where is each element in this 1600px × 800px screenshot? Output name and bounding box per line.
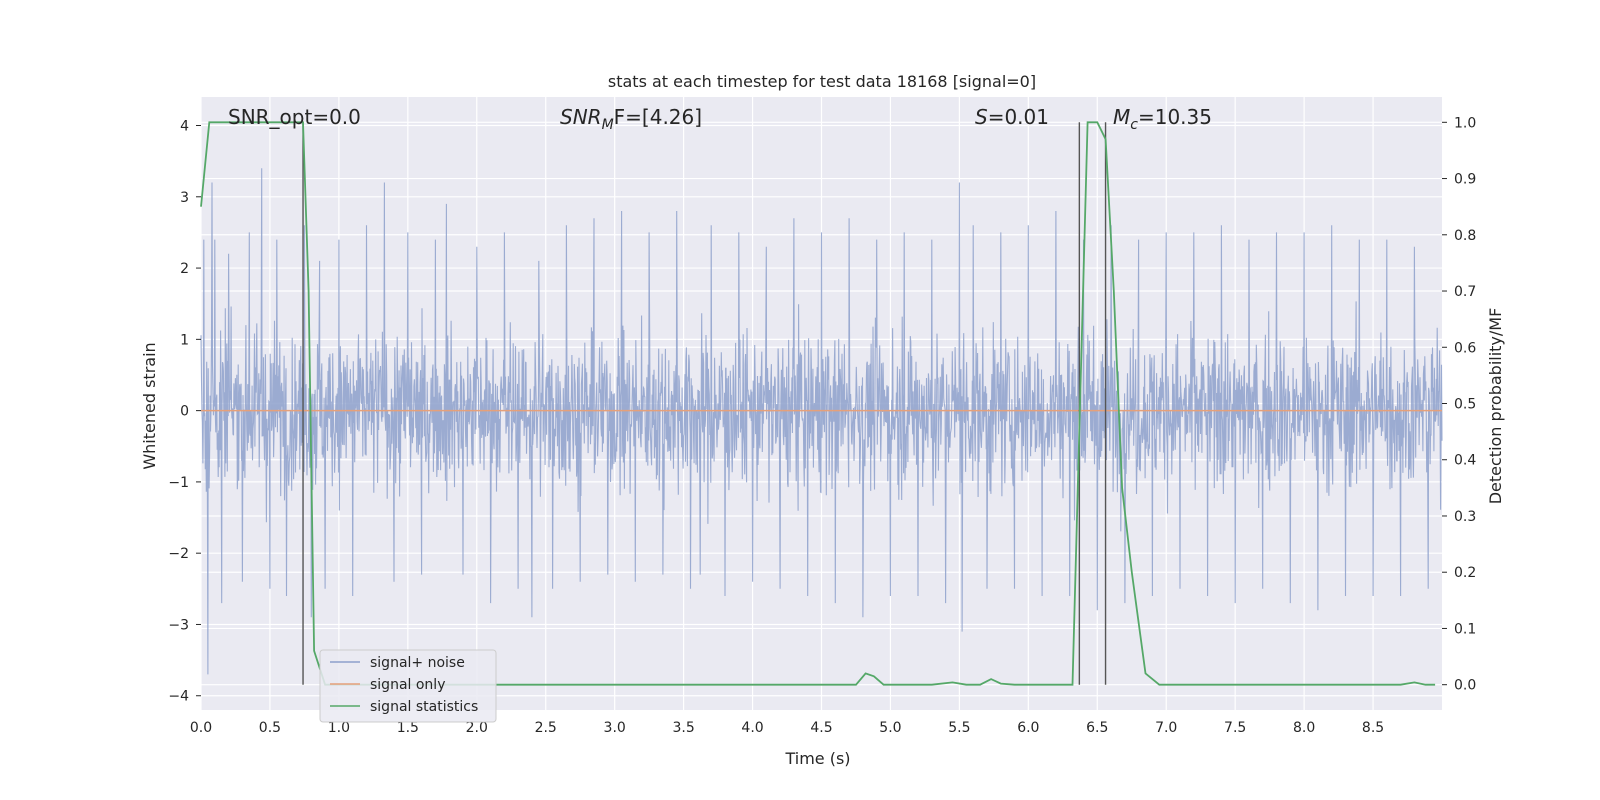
x-tick-label: 5.5 xyxy=(948,720,970,736)
x-tick-label: 4.5 xyxy=(810,720,832,736)
annotation-snr-mf-sub: M xyxy=(602,117,614,133)
x-tick-label: 2.0 xyxy=(466,720,488,736)
y-tick-label-right: 1.0 xyxy=(1454,115,1476,131)
legend-label-signal-only: signal only xyxy=(370,677,445,693)
noise-trace xyxy=(200,168,1443,675)
y-tick-label-right: 0.9 xyxy=(1454,172,1476,188)
x-tick-label: 0.5 xyxy=(259,720,281,736)
y-tick-label-left: −2 xyxy=(168,546,189,562)
x-tick-label: 4.0 xyxy=(741,720,763,736)
y-tick-label-left: −3 xyxy=(168,617,189,633)
annotation-s: S=0.01 xyxy=(975,105,1049,129)
y-tick-label-right: 0.3 xyxy=(1454,509,1476,525)
annotation-snr-mf: SNRMF=[4.26] xyxy=(560,105,702,133)
y-tick-label-right: 0.8 xyxy=(1454,228,1476,244)
chart-title: stats at each timestep for test data 181… xyxy=(608,72,1036,91)
x-tick-label: 8.0 xyxy=(1293,720,1315,736)
y-tick-label-left: −4 xyxy=(168,689,189,705)
legend-label-signal-noise: signal+ noise xyxy=(370,655,465,671)
y-tick-label-left: 3 xyxy=(180,190,189,206)
x-tick-label: 2.5 xyxy=(535,720,557,736)
y-tick-label-right: 0.2 xyxy=(1454,565,1476,581)
statistics-line xyxy=(200,121,1436,686)
annotation-snr-mf-main: SNR xyxy=(560,105,602,129)
annotation-mc: Mc=10.35 xyxy=(1113,105,1212,133)
annotation-mc-main: M xyxy=(1113,105,1130,129)
x-tick-label: 3.5 xyxy=(672,720,694,736)
series-signal-statistics xyxy=(200,121,1436,686)
y-tick-label-right: 0.1 xyxy=(1454,621,1476,637)
series-signal-noise xyxy=(200,168,1443,675)
annotation-mc-rest: =10.35 xyxy=(1138,105,1212,129)
x-tick-label: 1.0 xyxy=(328,720,350,736)
y-tick-label-left: 2 xyxy=(180,261,189,277)
x-tick-label: 1.5 xyxy=(397,720,419,736)
x-axis-label: Time (s) xyxy=(784,749,850,768)
annotation-mc-sub: c xyxy=(1130,117,1138,133)
y-tick-label-right: 0.6 xyxy=(1454,340,1476,356)
legend-box xyxy=(319,649,497,723)
y-tick-label-right: 0.4 xyxy=(1454,453,1476,469)
x-tick-label: 8.5 xyxy=(1362,720,1384,736)
annotation-s-rest: =0.01 xyxy=(988,105,1049,129)
x-tick-label: 6.0 xyxy=(1017,720,1039,736)
y-tick-label-left: 4 xyxy=(180,119,189,135)
y-tick-label-left: −1 xyxy=(168,475,189,491)
y-tick-label-left: 0 xyxy=(180,404,189,420)
y-tick-label-right: 0.5 xyxy=(1454,397,1476,413)
x-tick-label: 3.0 xyxy=(604,720,626,736)
x-tick-label: 7.0 xyxy=(1155,720,1177,736)
annotation-s-main: S xyxy=(975,105,988,129)
x-tick-label: 5.0 xyxy=(879,720,901,736)
legend-label-signal-statistics: signal statistics xyxy=(370,699,478,715)
x-tick-label: 6.5 xyxy=(1086,720,1108,736)
legend: signal+ noise signal only signal statist… xyxy=(319,649,497,723)
y-tick-label-left: 1 xyxy=(180,332,189,348)
y-tick-label-right: 0.0 xyxy=(1454,678,1476,694)
x-tick-label: 0.0 xyxy=(190,720,212,736)
y-axis-label-left: Whitened strain xyxy=(140,342,159,469)
x-tick-label: 7.5 xyxy=(1224,720,1246,736)
ticks: 0.0 0.5 1.0 1.5 2.0 2.5 3.0 3.5 4.0 4.5 5.0 5.5 6.0 6… xyxy=(168,115,1476,736)
y-axis-label-right: Detection probability/MF xyxy=(1486,308,1505,505)
annotation-snr-mf-rest: F=[4.26] xyxy=(614,105,702,129)
y-tick-label-right: 0.7 xyxy=(1454,284,1476,300)
annotation-snr-opt: SNR_opt=0.0 xyxy=(228,105,361,129)
